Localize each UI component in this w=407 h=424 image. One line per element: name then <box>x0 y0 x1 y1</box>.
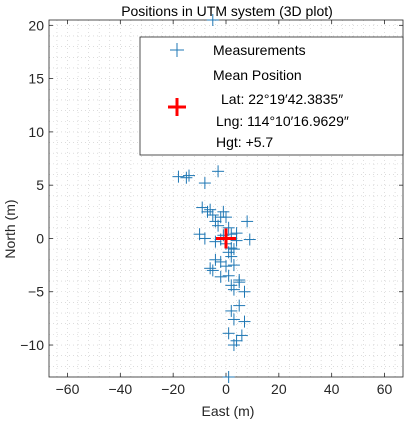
data-point <box>227 313 240 326</box>
data-point <box>198 232 211 245</box>
x-tick-label: 20 <box>271 381 287 397</box>
legend-measurements-label: Measurements <box>213 42 306 58</box>
y-tick-label: 5 <box>36 177 44 193</box>
data-point <box>241 215 254 228</box>
x-tick-label: 40 <box>324 381 340 397</box>
data-point <box>243 233 256 246</box>
x-tick-label: −40 <box>108 381 132 397</box>
mean-point <box>216 228 236 249</box>
data-point <box>227 339 240 352</box>
data-point <box>222 269 235 282</box>
data-point <box>180 171 193 184</box>
y-tick-label: −5 <box>28 284 44 300</box>
x-tick-label: 60 <box>377 381 393 397</box>
data-point <box>220 260 232 273</box>
data-point <box>206 264 219 277</box>
data-point <box>222 327 235 340</box>
data-point <box>212 219 225 232</box>
legend-box <box>139 36 404 156</box>
legend-mean-lat: Lat: 22°19′42.3835″ <box>221 91 343 107</box>
legend-measurements-marker <box>170 43 184 57</box>
data-point <box>227 283 240 296</box>
data-point <box>227 259 240 272</box>
data-point <box>204 262 217 275</box>
data-point <box>206 209 219 222</box>
data-point <box>217 205 230 218</box>
legend-mean-marker <box>168 98 186 116</box>
data-point <box>222 221 235 234</box>
data-point <box>230 227 243 240</box>
y-tick-label: 20 <box>28 17 44 33</box>
x-tick-label: −60 <box>56 381 80 397</box>
y-tick-label: 10 <box>28 124 44 140</box>
data-point <box>209 235 222 248</box>
axis-ticks: −60 −40 −20 0 20 40 60 −10 −5 0 5 10 15 20 <box>20 17 403 397</box>
y-axis-label: North (m) <box>2 199 18 258</box>
data-point <box>172 170 185 183</box>
data-point <box>198 177 211 190</box>
data-point <box>206 14 219 26</box>
data-point <box>201 205 214 218</box>
data-point <box>233 299 246 312</box>
legend-mean-label: Mean Position <box>213 67 302 83</box>
data-point <box>235 329 248 342</box>
data-markers <box>172 14 256 383</box>
data-point <box>238 285 251 298</box>
y-tick-label: 15 <box>28 71 44 87</box>
legend-mean-lng: Lng: 114°10′16.9629″ <box>216 113 349 129</box>
data-point <box>233 276 246 289</box>
data-point <box>227 243 240 256</box>
y-tick-label: −10 <box>20 337 44 353</box>
chart-title: Positions in UTM system (3D plot) <box>121 3 333 19</box>
data-point <box>183 169 196 182</box>
y-tick-label: 0 <box>36 230 44 246</box>
x-tick-label: 0 <box>222 381 230 397</box>
data-point <box>222 371 235 383</box>
data-point <box>220 211 232 224</box>
data-point <box>214 270 227 283</box>
data-point <box>238 315 251 328</box>
x-axis-label: East (m) <box>202 403 255 419</box>
legend-mean-hgt: Hgt: +5.7 <box>216 134 273 150</box>
data-point <box>225 250 238 263</box>
legend: Measurements Mean Position Lat: 22°19′42… <box>139 36 404 156</box>
data-point <box>209 253 222 266</box>
x-tick-label: −20 <box>161 381 185 397</box>
data-point <box>225 304 238 317</box>
mean-position-marker <box>216 228 236 249</box>
data-point <box>212 165 225 178</box>
data-point <box>204 203 217 216</box>
